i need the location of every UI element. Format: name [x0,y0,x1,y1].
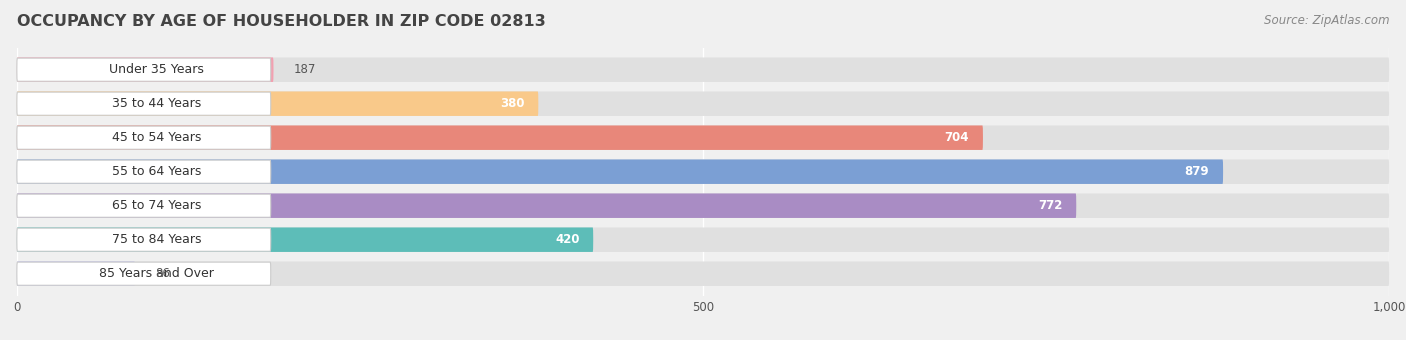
Text: 879: 879 [1185,165,1209,178]
Text: 772: 772 [1038,199,1063,212]
FancyBboxPatch shape [17,91,1389,116]
Text: 380: 380 [501,97,524,110]
FancyBboxPatch shape [17,159,1389,184]
Text: Under 35 Years: Under 35 Years [110,63,204,76]
FancyBboxPatch shape [17,57,274,82]
Text: OCCUPANCY BY AGE OF HOUSEHOLDER IN ZIP CODE 02813: OCCUPANCY BY AGE OF HOUSEHOLDER IN ZIP C… [17,14,546,29]
FancyBboxPatch shape [17,193,1076,218]
Text: 65 to 74 Years: 65 to 74 Years [112,199,201,212]
Text: 187: 187 [294,63,316,76]
FancyBboxPatch shape [17,159,1223,184]
FancyBboxPatch shape [17,57,1389,82]
Text: 55 to 64 Years: 55 to 64 Years [112,165,201,178]
FancyBboxPatch shape [17,126,271,149]
Text: Source: ZipAtlas.com: Source: ZipAtlas.com [1264,14,1389,27]
Text: 75 to 84 Years: 75 to 84 Years [111,233,201,246]
FancyBboxPatch shape [17,92,271,115]
FancyBboxPatch shape [17,125,983,150]
Text: 45 to 54 Years: 45 to 54 Years [112,131,201,144]
FancyBboxPatch shape [17,194,271,217]
FancyBboxPatch shape [17,228,271,251]
FancyBboxPatch shape [17,160,271,183]
FancyBboxPatch shape [17,91,538,116]
Text: 704: 704 [945,131,969,144]
Text: 35 to 44 Years: 35 to 44 Years [112,97,201,110]
FancyBboxPatch shape [17,193,1389,218]
Text: 86: 86 [156,267,170,280]
Text: 85 Years and Over: 85 Years and Over [98,267,214,280]
FancyBboxPatch shape [17,227,593,252]
FancyBboxPatch shape [17,125,1389,150]
FancyBboxPatch shape [17,227,1389,252]
FancyBboxPatch shape [17,58,271,81]
FancyBboxPatch shape [17,261,1389,286]
FancyBboxPatch shape [17,261,135,286]
Text: 420: 420 [555,233,579,246]
FancyBboxPatch shape [17,262,271,285]
